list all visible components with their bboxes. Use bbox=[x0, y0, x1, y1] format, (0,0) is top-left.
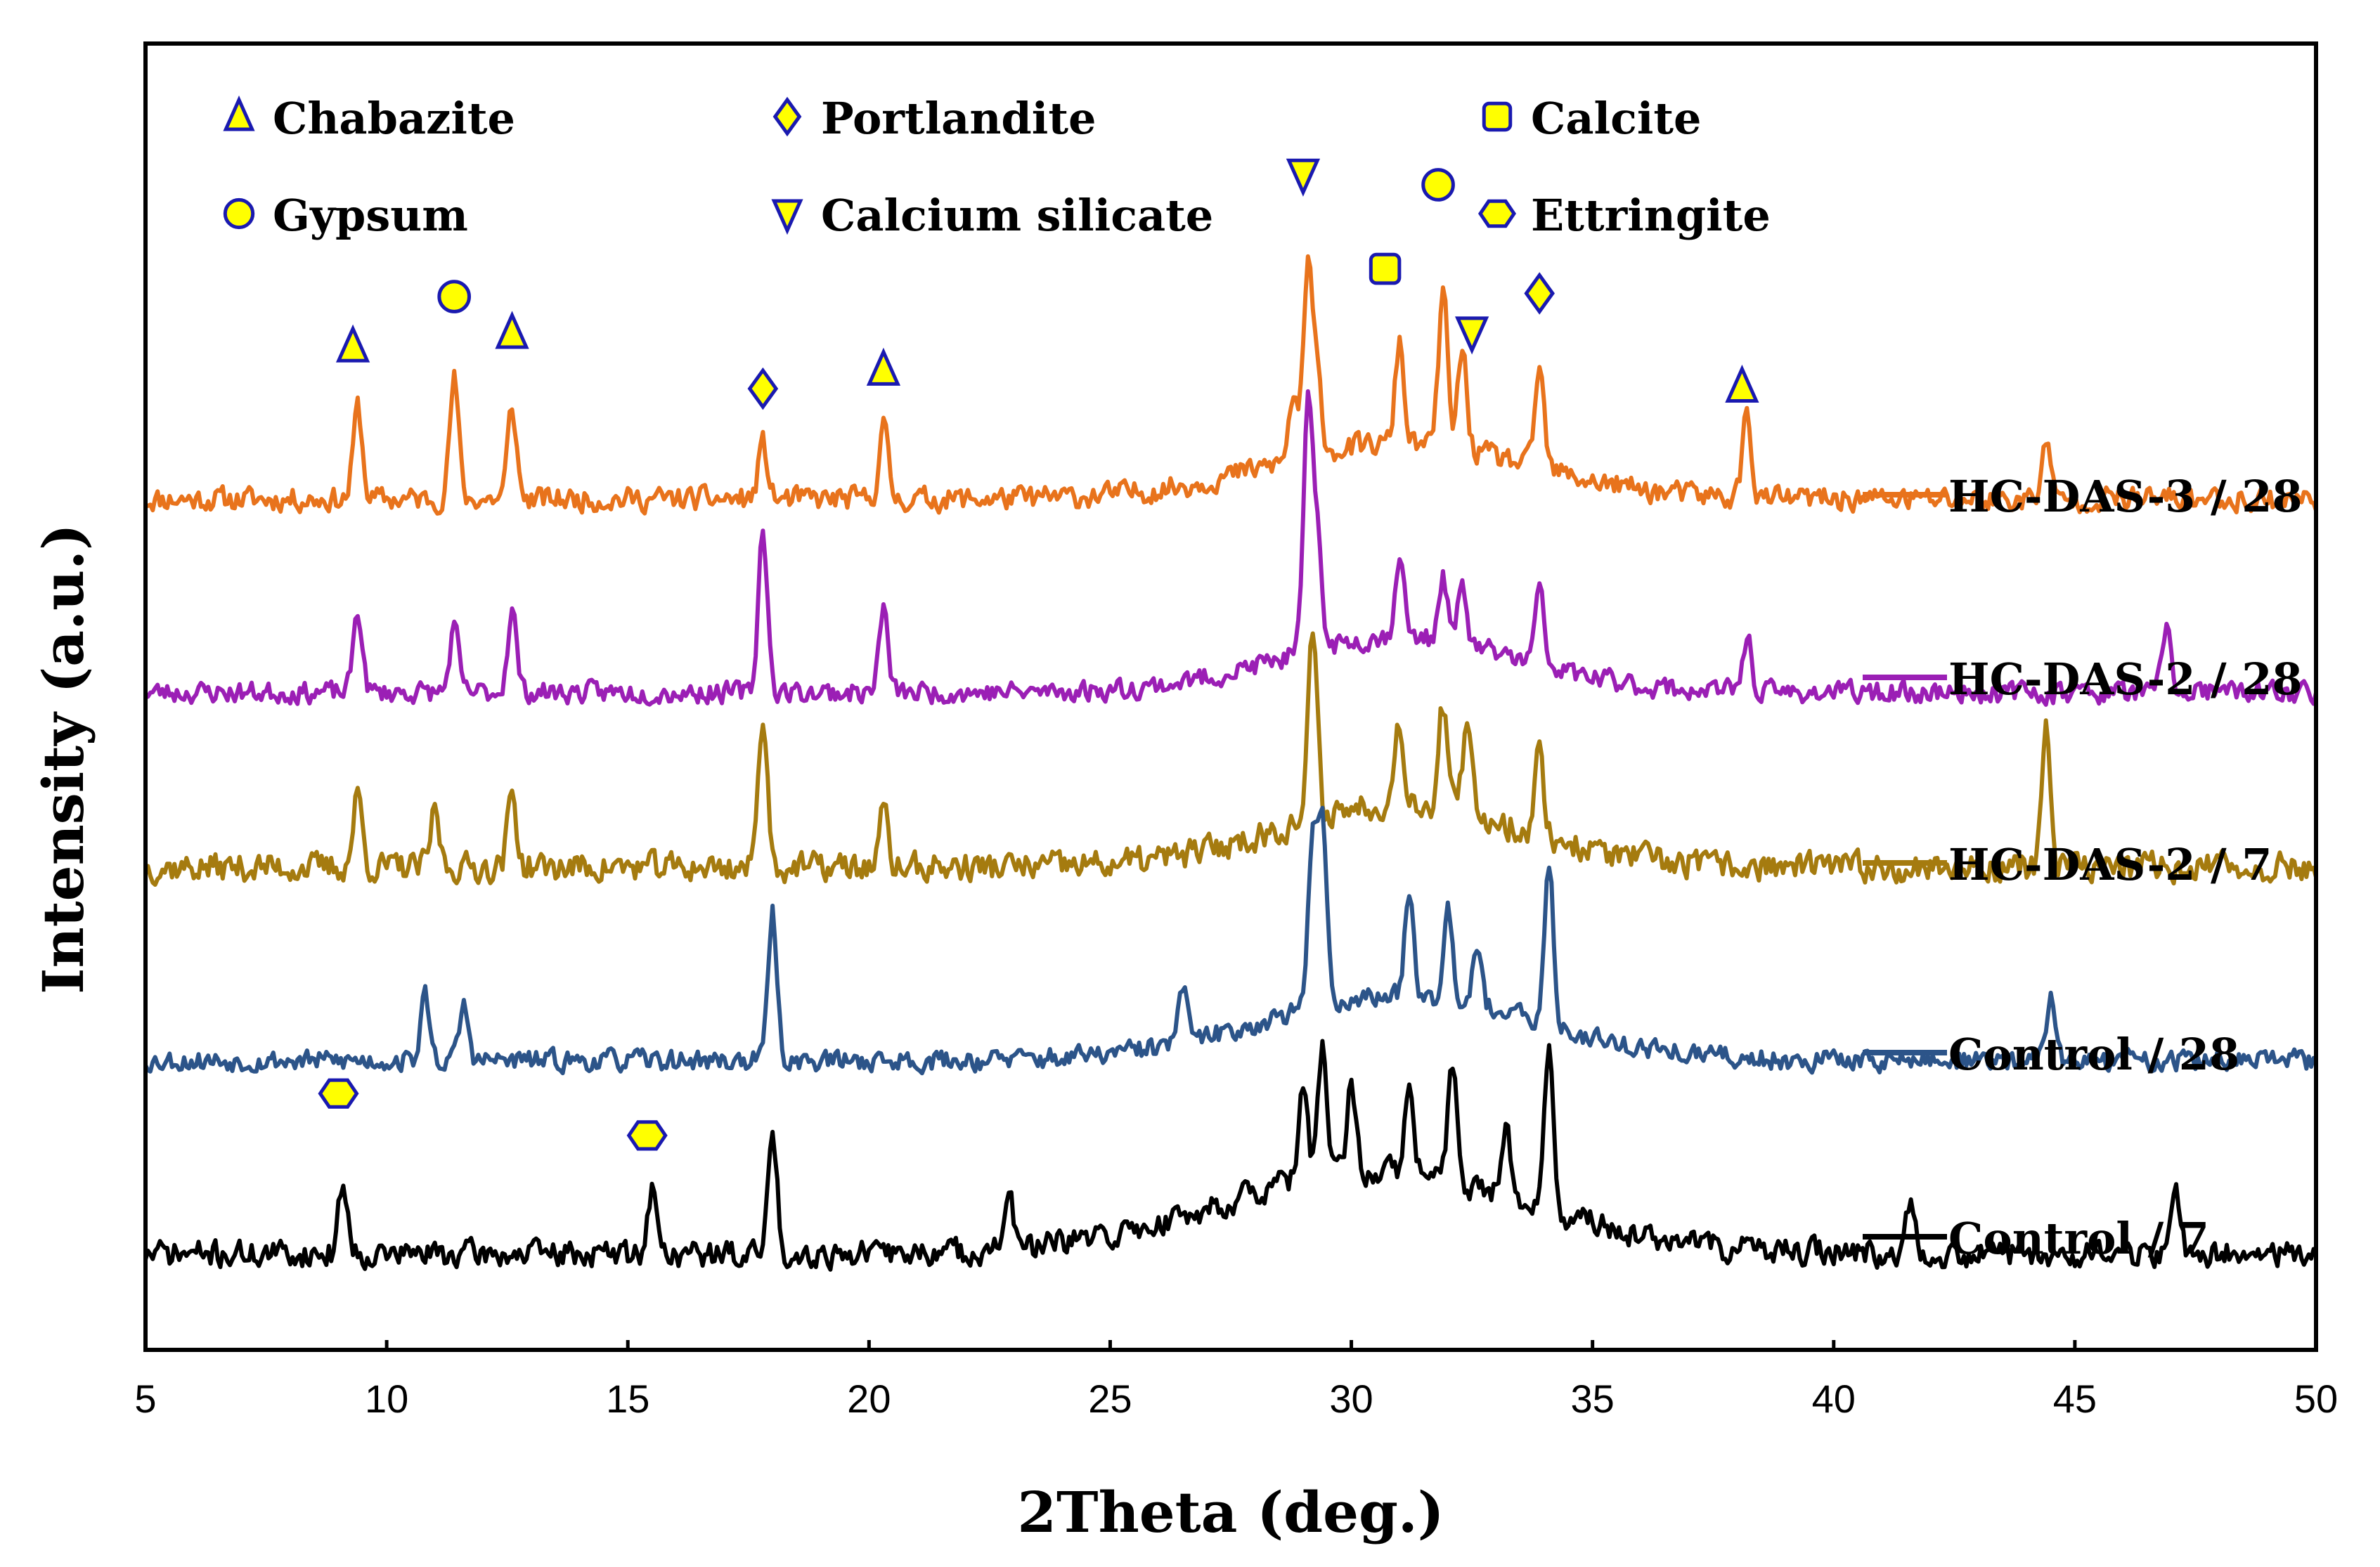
phase-marker-diamond-icon bbox=[1524, 272, 1555, 315]
x-axis: 5 10 15 20 25 30 35 40 45 50 bbox=[134, 1340, 2338, 1421]
legend-label-5: Ettringite bbox=[1531, 190, 1771, 241]
series-line-1 bbox=[145, 389, 2318, 707]
phase-marker-hexagon-icon bbox=[626, 1120, 668, 1151]
x-tick-label-2: 15 bbox=[606, 1377, 649, 1421]
series-legend-label-3: Control / 28 bbox=[1948, 1029, 2239, 1080]
series-legend-label-1: HC-DAS-2 / 28 bbox=[1948, 654, 2303, 705]
legend-hexagon-icon bbox=[1477, 199, 1517, 228]
legend-label-4: Calcium silicate bbox=[821, 190, 1213, 241]
series-layer bbox=[143, 254, 2318, 1272]
legend-diamond-icon bbox=[772, 96, 802, 137]
phase-marker-circle-icon bbox=[437, 280, 472, 313]
phase-marker-triangle-up-icon bbox=[1725, 364, 1759, 403]
x-tick-label-6: 35 bbox=[1571, 1377, 1615, 1421]
x-axis-label: 2Theta (deg.) bbox=[1017, 1479, 1444, 1545]
legend-triangle-up-icon bbox=[223, 95, 255, 131]
x-tick-label-0: 5 bbox=[134, 1377, 156, 1421]
series-legend: HC-DAS-3 / 28 HC-DAS-2 / 28 HC-DAS-2 / 7 Co… bbox=[1863, 471, 2303, 1264]
phase-marker-triangle-up-icon bbox=[866, 347, 901, 386]
series-line-0 bbox=[144, 254, 2318, 516]
x-tick-label-9: 50 bbox=[2294, 1377, 2338, 1421]
legend-square-icon bbox=[1482, 101, 1513, 132]
series-line-3 bbox=[143, 805, 2318, 1076]
legend-label-3: Gypsum bbox=[273, 190, 468, 241]
y-axis-label: Intensity (a.u.) bbox=[30, 524, 96, 994]
phase-marker-triangle-down-icon bbox=[1286, 158, 1321, 197]
phase-marker-circle-icon bbox=[1421, 168, 1455, 202]
phase-marker-diamond-icon bbox=[747, 367, 779, 410]
legend-label-0: Chabazite bbox=[273, 93, 515, 144]
x-tick-label-5: 30 bbox=[1329, 1377, 1373, 1421]
legend-label-2: Calcite bbox=[1531, 93, 1701, 144]
legend-circle-icon bbox=[223, 197, 255, 230]
legend-label-1: Portlandite bbox=[821, 93, 1096, 144]
x-tick-label-1: 10 bbox=[365, 1377, 408, 1421]
series-legend-label-0: HC-DAS-3 / 28 bbox=[1948, 471, 2303, 522]
legend-triangle-down-icon bbox=[771, 199, 803, 235]
phase-marker-triangle-up-icon bbox=[495, 311, 529, 349]
phase-legend: Chabazite Portlandite Calcite Gypsum Calcium… bbox=[223, 93, 1771, 241]
x-tick-label-3: 20 bbox=[847, 1377, 891, 1421]
series-line-2 bbox=[143, 631, 2318, 887]
phase-marker-triangle-down-icon bbox=[1454, 316, 1489, 355]
series-line-4 bbox=[143, 1039, 2318, 1272]
x-tick-label-7: 40 bbox=[1812, 1377, 1856, 1421]
phase-marker-square-icon bbox=[1369, 252, 1402, 285]
plot-frame bbox=[143, 41, 2318, 1352]
phase-marker-triangle-up-icon bbox=[335, 324, 370, 363]
phase-marker-layer bbox=[318, 158, 1759, 1151]
x-tick-label-8: 45 bbox=[2053, 1377, 2097, 1421]
series-legend-label-2: HC-DAS-2 / 7 bbox=[1948, 839, 2272, 890]
series-legend-label-4: Control / 7 bbox=[1948, 1213, 2209, 1264]
phase-marker-hexagon-icon bbox=[318, 1078, 359, 1109]
x-tick-label-4: 25 bbox=[1088, 1377, 1132, 1421]
